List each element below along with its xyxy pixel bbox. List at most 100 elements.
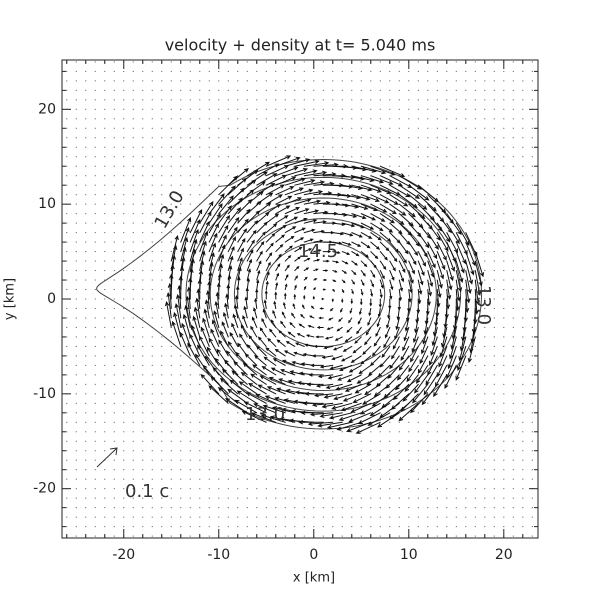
grid-dot bbox=[151, 526, 153, 528]
grid-dot bbox=[94, 165, 96, 167]
grid-dot bbox=[503, 336, 505, 338]
grid-dot bbox=[161, 165, 163, 167]
velocity-arrow bbox=[245, 392, 267, 404]
grid-dot bbox=[522, 89, 524, 91]
grid-dot bbox=[170, 118, 172, 120]
velocity-arrow bbox=[235, 351, 248, 366]
grid-dot bbox=[427, 165, 429, 167]
x-tick-label: 10 bbox=[400, 547, 418, 563]
grid-dot bbox=[512, 61, 514, 63]
grid-dot bbox=[189, 383, 191, 385]
grid-dot bbox=[351, 516, 353, 518]
grid-dot bbox=[313, 469, 315, 471]
grid-dot bbox=[370, 137, 372, 139]
grid-dot bbox=[379, 459, 381, 461]
grid-dot bbox=[246, 156, 248, 158]
grid-dot bbox=[142, 516, 144, 518]
grid-dot bbox=[123, 289, 125, 291]
grid-dot bbox=[161, 127, 163, 129]
grid-dot bbox=[151, 307, 153, 309]
velocity-arrow bbox=[275, 166, 299, 177]
grid-dot bbox=[465, 393, 467, 395]
grid-dot bbox=[474, 241, 476, 243]
velocity-arrow bbox=[275, 253, 282, 262]
grid-dot bbox=[75, 175, 77, 177]
grid-dot bbox=[484, 175, 486, 177]
grid-dot bbox=[123, 213, 125, 215]
grid-dot bbox=[370, 99, 372, 101]
grid-dot bbox=[275, 497, 277, 499]
velocity-arrow bbox=[446, 251, 456, 272]
grid-dot bbox=[417, 165, 419, 167]
grid-dot bbox=[246, 108, 248, 110]
grid-dot bbox=[341, 118, 343, 120]
grid-dot bbox=[455, 213, 457, 215]
velocity-arrow bbox=[417, 241, 428, 258]
grid-dot bbox=[180, 450, 182, 452]
grid-dot bbox=[512, 526, 514, 528]
grid-dot bbox=[275, 507, 277, 509]
grid-dot bbox=[455, 393, 457, 395]
grid-dot bbox=[85, 526, 87, 528]
grid-dot bbox=[237, 70, 239, 72]
velocity-arrow bbox=[189, 333, 201, 357]
grid-dot bbox=[313, 99, 315, 101]
velocity-arrow bbox=[370, 289, 374, 298]
grid-dot bbox=[123, 137, 125, 139]
grid-dot bbox=[332, 127, 334, 129]
velocity-arrow bbox=[351, 260, 358, 266]
grid-dot bbox=[303, 469, 305, 471]
grid-dot bbox=[275, 146, 277, 148]
velocity-arrow bbox=[224, 302, 229, 319]
grid-dot bbox=[132, 526, 134, 528]
grid-dot bbox=[246, 146, 248, 148]
grid-dot bbox=[379, 156, 381, 158]
grid-dot bbox=[493, 393, 495, 395]
velocity-arrow bbox=[284, 264, 290, 271]
grid-dot bbox=[522, 488, 524, 490]
grid-dot bbox=[170, 412, 172, 414]
grid-dot bbox=[75, 298, 77, 300]
grid-dot bbox=[417, 535, 419, 537]
grid-dot bbox=[351, 497, 353, 499]
grid-dot bbox=[465, 383, 467, 385]
grid-dot bbox=[370, 478, 372, 480]
velocity-arrow bbox=[341, 299, 344, 304]
grid-dot bbox=[132, 108, 134, 110]
grid-dot bbox=[151, 260, 153, 262]
grid-dot bbox=[75, 127, 77, 129]
grid-dot bbox=[522, 469, 524, 471]
velocity-arrow bbox=[285, 167, 309, 177]
grid-dot bbox=[493, 345, 495, 347]
grid-dot bbox=[512, 213, 514, 215]
grid-dot bbox=[493, 431, 495, 433]
velocity-arrow bbox=[342, 393, 362, 402]
velocity-arrow bbox=[436, 279, 442, 299]
grid-dot bbox=[455, 61, 457, 63]
grid-dot bbox=[246, 127, 248, 129]
grid-dot bbox=[151, 156, 153, 158]
velocity-arrow bbox=[218, 244, 226, 262]
grid-dot bbox=[522, 118, 524, 120]
grid-dot bbox=[284, 61, 286, 63]
grid-dot bbox=[417, 137, 419, 139]
velocity-arrow bbox=[173, 311, 182, 338]
velocity-arrow bbox=[380, 213, 395, 224]
velocity-arrow bbox=[294, 188, 314, 196]
grid-dot bbox=[180, 137, 182, 139]
grid-dot bbox=[218, 478, 220, 480]
grid-dot bbox=[256, 440, 258, 442]
grid-dot bbox=[360, 516, 362, 518]
velocity-arrow bbox=[289, 322, 296, 328]
grid-dot bbox=[142, 213, 144, 215]
grid-dot bbox=[389, 459, 391, 461]
velocity-arrow bbox=[218, 214, 231, 233]
grid-dot bbox=[531, 440, 533, 442]
grid-dot bbox=[142, 289, 144, 291]
grid-dot bbox=[379, 440, 381, 442]
grid-dot bbox=[360, 156, 362, 158]
grid-dot bbox=[208, 61, 210, 63]
velocity-arrow bbox=[265, 347, 277, 357]
grid-dot bbox=[484, 402, 486, 404]
grid-dot bbox=[389, 507, 391, 509]
